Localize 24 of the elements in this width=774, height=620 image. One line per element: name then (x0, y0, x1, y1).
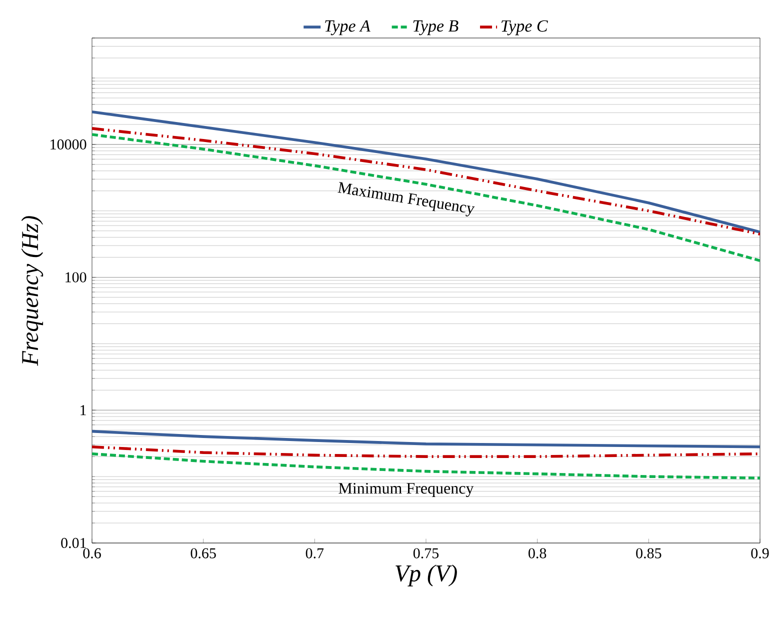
annotation: Minimum Frequency (338, 482, 474, 497)
line-series (92, 133, 760, 262)
y-tick-label: 100 (66, 272, 86, 282)
line-series (92, 110, 760, 234)
x-tick-label: 0.75 (413, 548, 439, 558)
legend-label: Type C (502, 20, 548, 36)
line-series (92, 127, 760, 236)
line-series (92, 452, 760, 480)
y-tick-label: 1 (80, 405, 86, 416)
legend-label: Type B (413, 20, 458, 36)
x-tick-label: 0.9 (751, 548, 769, 558)
y-axis-title: Frequency (Hz) (21, 216, 44, 366)
x-tick-label: 0.65 (190, 548, 216, 558)
x-tick-label: 0.7 (306, 548, 324, 558)
legend-label: Type A (325, 20, 370, 36)
annotation: Maximum Frequency (338, 182, 475, 216)
y-tick-label: 0.01 (61, 538, 86, 548)
x-tick-label: 0.8 (528, 548, 546, 558)
line-series (92, 445, 760, 458)
y-tick-label: 10000 (50, 139, 86, 150)
x-axis-title: Vp (V) (396, 564, 457, 586)
x-tick-label: 0.85 (636, 548, 662, 558)
line-series (92, 430, 760, 448)
x-tick-label: 0.6 (83, 548, 101, 558)
